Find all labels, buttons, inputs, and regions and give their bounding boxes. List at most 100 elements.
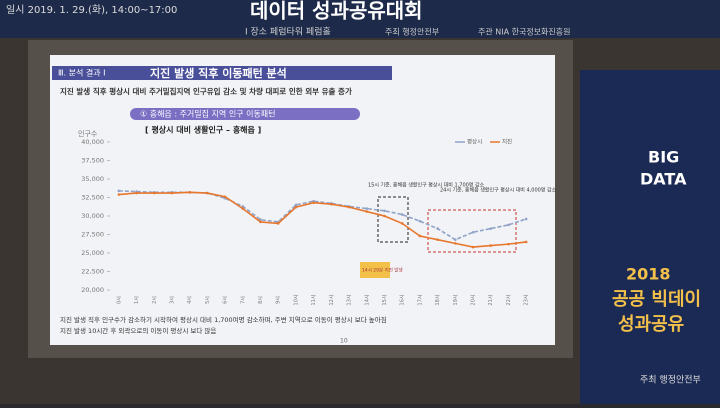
x-tick-label: 5시 [205,296,211,304]
x-tick-label: 22시 [506,295,512,306]
x-tick-label: 10시 [293,295,299,306]
point [436,238,439,241]
x-tick-label: 12시 [329,295,335,306]
x-tick-label: 8시 [258,296,264,304]
point [152,191,156,195]
poster-line2: 성과공유 [618,314,684,335]
point [471,245,475,249]
x-tick-label: 9시 [276,296,282,304]
x-tick-label: 3시 [169,296,175,304]
bullet: 지진 발생 10시간 후 외곽으로의 이동이 평상시 보다 많음 [60,326,216,335]
point [223,195,227,199]
bullet: 지진 발생 직후 인구수가 감소하기 시작하여 평상시 대비 1,700여명 감… [60,315,387,324]
x-tick-label: 0시 [116,296,122,304]
x-tick-label: 4시 [187,296,193,304]
y-tick-label: 35,000 [81,175,104,183]
x-tick-label: 6시 [223,296,229,304]
point [259,218,262,221]
point [294,203,298,207]
point [383,214,386,218]
x-tick-label: 14시 [364,295,370,306]
poster-data: DATA [640,170,687,189]
point [330,202,333,206]
banner-host: 주최 행정안전부 [385,27,439,37]
poster-big: BIG [648,148,679,167]
point [170,191,174,195]
poster [580,70,720,404]
highlight-box [377,196,409,243]
x-tick-label: 18시 [435,295,441,306]
subsection-bar [130,108,360,120]
point [241,207,245,210]
section-bar [52,66,392,80]
annotation: 14시 29분 지진 발생 [362,267,403,274]
point [436,227,439,230]
slide [50,55,555,345]
point [241,205,245,208]
point [347,205,351,209]
banner-event: 데이터 성과공유대회 [250,0,423,23]
point [117,193,121,196]
banner-organizer: 주관 NIA 한국정보화진흥원 [478,27,571,37]
x-tick-label: 21시 [488,295,494,306]
banner [0,0,720,38]
slide-title: 지진 발생 직후 이동패턴 분석 [150,66,287,80]
y-axis-label: 인구수 [78,129,98,138]
point [507,223,510,227]
x-tick-label: 7시 [240,296,246,304]
point [400,213,404,216]
point [117,189,121,193]
x-tick-label: 13시 [347,295,353,306]
x-tick-label: 17시 [417,295,423,306]
chart-title: [ 평상시 대비 생활인구 – 흥해읍 ] [145,125,261,135]
point [312,201,315,204]
y-tick-label: 25,000 [81,249,104,257]
point [276,222,280,225]
point [507,242,510,246]
x-tick-label: 16시 [400,295,406,306]
page-number: 10 [340,338,348,345]
y-tick-label: 37,500 [81,157,104,165]
y-tick-label: 32,500 [81,194,104,202]
point [188,191,191,194]
poster-host: 주최 행정안전부 [640,374,701,386]
poster-year: 2018 [626,265,671,284]
annotation: 24시 기준, 흥해읍 생활인구 평상시 대비 4,000명 감소 [440,187,557,194]
point [454,238,457,241]
y-tick-label: 30,000 [81,212,104,220]
subsection: ① 흥해읍 : 주거밀집 지역 인구 이동패턴 [140,109,276,119]
point [365,210,369,213]
point [471,230,475,234]
point [418,219,422,223]
point [524,240,528,244]
y-tick-label: 22,500 [81,268,104,276]
y-tick-label: 27,500 [81,231,104,239]
point [294,205,298,209]
x-tick-label: 23시 [524,295,530,306]
point [454,242,457,245]
x-tick-label: 15시 [382,295,388,306]
x-tick-label: 20시 [471,295,477,306]
y-tick-label: 40,000 [81,138,104,146]
y-tick-label: 20,000 [81,286,104,294]
section: Ⅲ. 분석 결과 I [58,68,106,78]
point [365,207,369,210]
headline: 지진 발생 직후 평상시 대비 주거밀집지역 인구유입 감소 및 차량 대피로 … [60,86,352,96]
point [418,234,422,238]
point [524,217,528,221]
point [489,244,493,247]
banner-place: I 장소 페럼타워 페럼홀 [245,26,331,38]
point [206,191,209,195]
x-tick-label: 2시 [152,296,158,304]
point [489,227,493,230]
x-tick-label: 1시 [134,296,140,304]
x-tick-label: 19시 [453,295,459,306]
annotation-box [360,262,390,278]
annotation: 15시 기준, 흥해읍 생활인구 평상시 대비 1,700명 감소 [368,182,485,189]
point [259,220,262,224]
series-line [118,191,527,248]
point [400,222,404,225]
legend-label: 평상시 [467,138,482,146]
